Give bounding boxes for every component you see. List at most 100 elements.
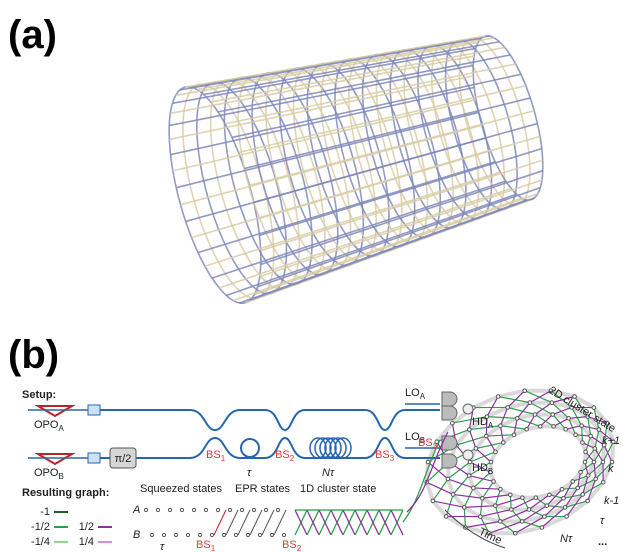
ring-node (509, 508, 513, 512)
legend-label: 1/2 (79, 521, 94, 533)
ring-node (499, 424, 503, 428)
ring-node (499, 487, 503, 491)
node (198, 533, 201, 536)
ring-node (564, 427, 568, 431)
detector (442, 392, 457, 420)
bs-label: BS2 (282, 539, 302, 552)
epr-edge (226, 510, 238, 535)
ring-node (586, 474, 590, 478)
ring-node (586, 499, 590, 503)
ring-node (581, 441, 585, 445)
opo (38, 454, 72, 464)
ring-node (580, 424, 584, 428)
bs-label: BS1 (196, 539, 216, 552)
hd-label-sub: A (488, 421, 494, 430)
ring-node (571, 480, 575, 484)
ring-node (512, 433, 516, 437)
bs-label-main: BS (206, 449, 221, 461)
ring-node (515, 417, 519, 421)
row-label: k+1 (602, 435, 620, 447)
ring-node (527, 508, 531, 512)
node (162, 533, 165, 536)
ring-node (444, 515, 448, 519)
ring-node (584, 450, 588, 454)
opo-label-main: OPO (34, 419, 59, 431)
ring-node (462, 506, 466, 510)
bs-label-sub: 2 (290, 454, 295, 463)
ring-node (472, 486, 476, 490)
ring-node (451, 493, 455, 497)
ring-edge (464, 506, 495, 508)
panel-label: (a) (8, 13, 57, 57)
lo-label: LOA (405, 387, 426, 401)
ring-node (520, 520, 524, 524)
bs-label-main: BS (282, 539, 297, 551)
node (186, 533, 189, 536)
ring-node (594, 477, 598, 481)
lo-label-main: LO (405, 387, 420, 399)
node (264, 508, 267, 511)
ring-node (498, 520, 502, 524)
lattice-rod (254, 194, 537, 295)
subtractor (463, 404, 473, 414)
ring-node (592, 460, 596, 464)
subtractor (463, 450, 473, 460)
node (168, 508, 171, 511)
ring-edge (495, 489, 500, 505)
epr-edge (238, 510, 250, 535)
ring-node (567, 417, 571, 421)
bs-label-main: BS (418, 437, 433, 449)
lattice-rod (197, 38, 494, 90)
ring-node (534, 496, 538, 500)
ring-node (565, 515, 569, 519)
epr-edge (274, 510, 286, 535)
ring-node (552, 425, 556, 429)
stage-label: 1D cluster state (300, 483, 376, 495)
ring-node (494, 504, 498, 508)
ring-node (601, 460, 605, 464)
ring-node (502, 441, 506, 445)
opo-label-sub: A (58, 424, 64, 433)
ring-edge (480, 498, 482, 516)
node (234, 533, 237, 536)
node (210, 533, 213, 536)
node (150, 533, 153, 536)
ring-edge (522, 521, 542, 527)
node (156, 508, 159, 511)
node (240, 508, 243, 511)
node (258, 533, 261, 536)
epr-edge (262, 510, 274, 535)
ring-node (593, 447, 597, 451)
hd-label: HDA (472, 416, 494, 430)
ring-edge (594, 462, 596, 479)
ring-edge (566, 426, 582, 430)
ring-edge (554, 418, 569, 426)
bs-label-sub: 3 (390, 454, 395, 463)
legend-label: -1 (40, 506, 50, 518)
ring-node (563, 506, 567, 510)
ring-edge (473, 488, 500, 489)
section-title: Setup: (22, 389, 56, 401)
bs-label: BS3 (375, 449, 395, 463)
ring-node (451, 421, 455, 425)
opo-label-main: OPO (34, 467, 59, 479)
ring-node (431, 499, 435, 503)
mode-label: B (133, 529, 140, 541)
node (204, 508, 207, 511)
ring-node (525, 427, 529, 431)
bs-label: BS2 (275, 449, 295, 463)
ring-node (533, 413, 537, 417)
epr-edge (214, 510, 226, 535)
opo-label: OPOA (34, 419, 64, 433)
ring-edge (487, 417, 517, 419)
bs-label-sub: 1 (211, 544, 216, 552)
bs-label-sub: 1 (221, 454, 226, 463)
ring-node (560, 487, 564, 491)
opo (38, 406, 72, 416)
ring-node (545, 504, 549, 508)
ring-node (550, 401, 554, 405)
ring-edge (464, 488, 473, 507)
ring-edge (482, 495, 510, 499)
node (246, 533, 249, 536)
ring-edge (476, 448, 491, 462)
